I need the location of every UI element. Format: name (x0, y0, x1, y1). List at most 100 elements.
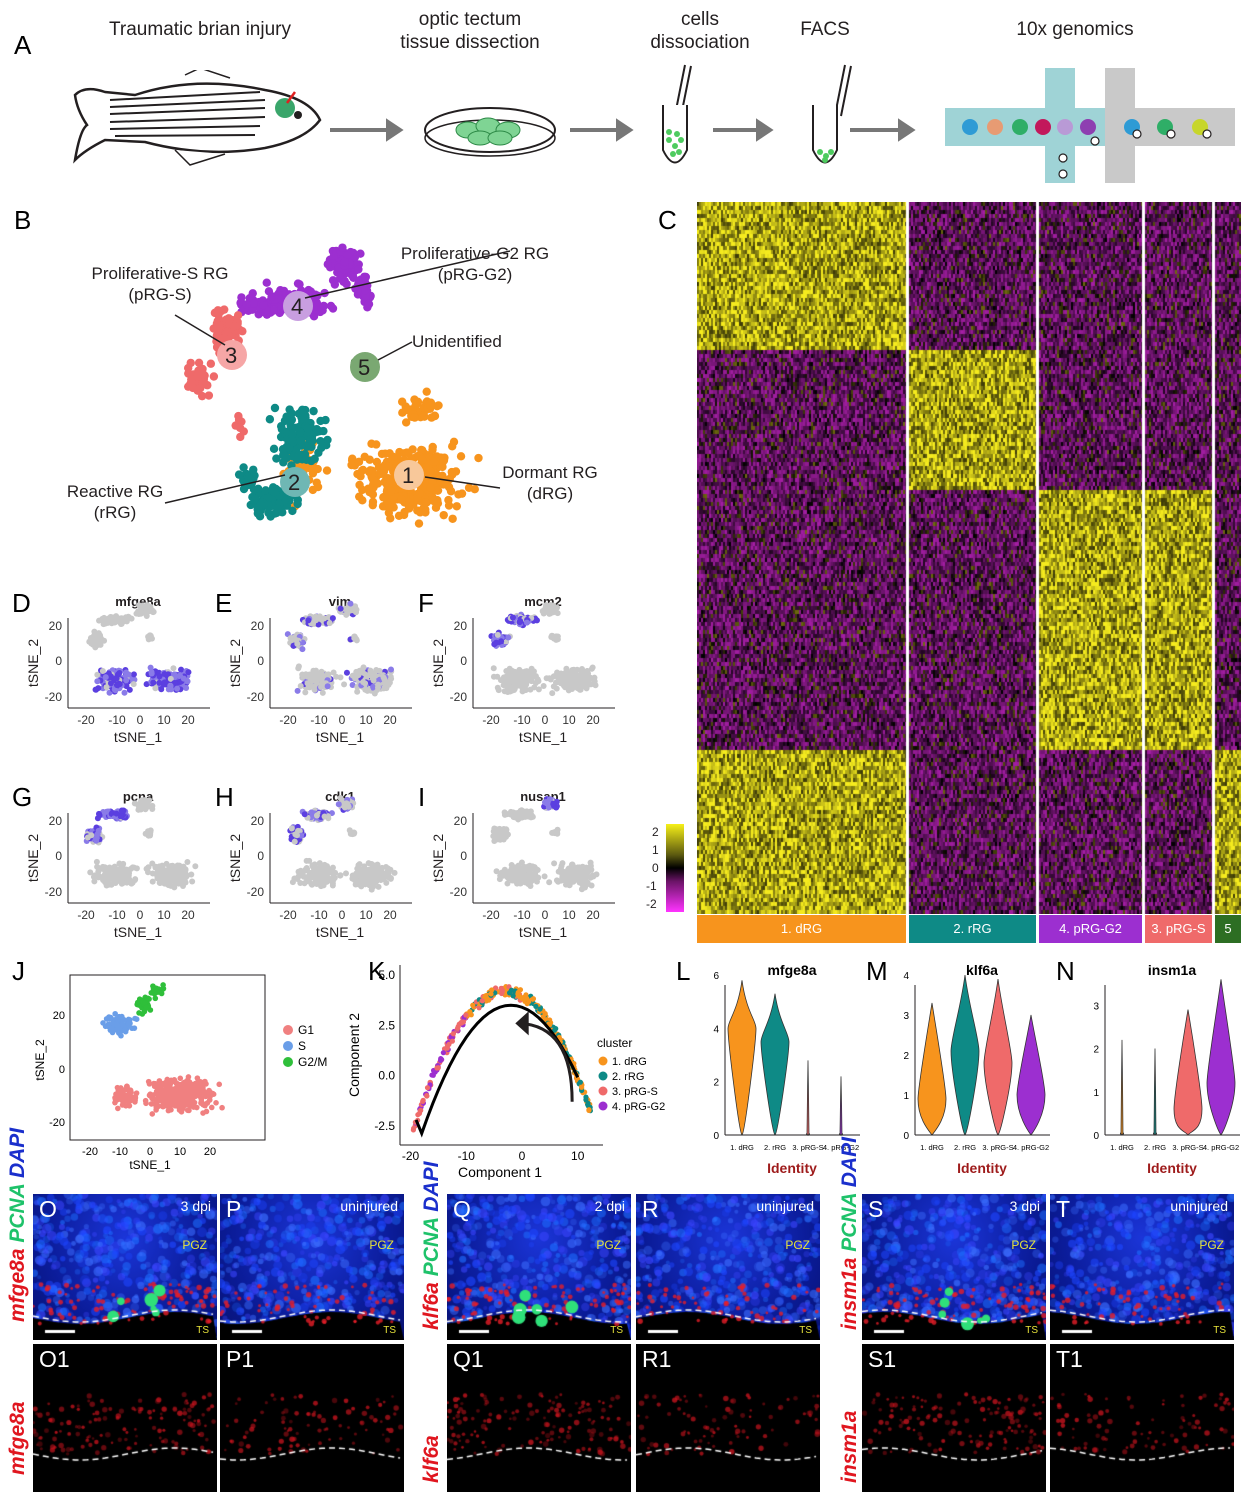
y-tick-label: 2 (903, 1051, 909, 1062)
trajectory-point (437, 1057, 444, 1064)
condition-tag: 2 dpi (594, 1198, 625, 1214)
violin-shape (838, 1076, 844, 1137)
plot-frame (69, 974, 266, 1141)
x-tick-label: 10 (157, 908, 171, 922)
feature-point (94, 671, 101, 678)
tsne-point (316, 437, 325, 446)
feature-point (509, 614, 516, 621)
feature-point (574, 874, 581, 881)
cell-point (146, 996, 152, 1002)
cluster-leader-line (174, 314, 226, 346)
violin-shape (1119, 1039, 1125, 1136)
micrograph-label: P1 (226, 1346, 255, 1372)
y-tick-label: 20 (251, 814, 265, 828)
cell-point (197, 1093, 204, 1100)
step-label-facs: FACS (800, 19, 850, 40)
feature-point (178, 666, 185, 673)
feature-point (516, 619, 523, 626)
cluster-label-drg: Dormant RG (dRG) (502, 463, 598, 503)
tsne-point (249, 299, 258, 308)
x-axis-label: tSNE_1 (316, 729, 364, 745)
tsne-point (310, 454, 319, 464)
y-tick-label: 3 (903, 1011, 909, 1022)
feature-point (375, 883, 382, 890)
feature-point (104, 867, 111, 874)
feature-point (511, 687, 518, 694)
feature-point (569, 877, 576, 884)
feature-point (577, 685, 584, 692)
feature-point (523, 619, 530, 626)
tsne-point (335, 274, 345, 283)
micrograph-texture (1050, 1344, 1234, 1492)
colorbar-tick-m2: -2 (646, 897, 657, 911)
y-tick-label: 20 (53, 1010, 65, 1022)
cell-point (136, 1010, 142, 1016)
micrograph-texture (220, 1344, 404, 1492)
tsne-point (278, 445, 288, 454)
x-axis-label: tSNE_1 (519, 729, 567, 745)
x-tick-label: 0 (542, 713, 549, 727)
y-tick-label: 2 (713, 1078, 719, 1089)
y-tick-label: 0 (257, 849, 264, 863)
feature-point (131, 676, 138, 683)
violin-category-label: 3. pRG-S (1172, 1143, 1203, 1152)
y-tick-label: 0 (460, 849, 467, 863)
feature-point (96, 617, 103, 624)
tsne-point (319, 426, 328, 436)
trajectory-point (410, 1127, 416, 1133)
feature-point (337, 674, 344, 681)
feature-point (574, 666, 581, 673)
feature-point (143, 605, 150, 612)
tsne-point (306, 435, 315, 444)
tsne-point (296, 436, 306, 446)
feature-point (156, 863, 163, 870)
feature-point (370, 683, 377, 690)
feature-point (113, 675, 120, 682)
x-tick-label: 20 (204, 1146, 216, 1158)
trajectory-point (460, 1019, 467, 1025)
tsne-point (319, 301, 329, 311)
feature-point (174, 862, 181, 869)
y-tick-label: -20 (450, 690, 468, 704)
feature-point (553, 829, 560, 836)
feature-point (297, 683, 304, 690)
feature-point (145, 864, 152, 871)
x-tick-label: 10 (157, 713, 171, 727)
cell-point (176, 1100, 183, 1106)
feature-point (540, 682, 547, 689)
feature-point (102, 674, 109, 681)
feature-point (383, 679, 390, 686)
stain-dapi: DAPI (6, 1127, 29, 1179)
feature-point (147, 831, 154, 838)
micrograph-label: O1 (39, 1346, 70, 1372)
pgz-label: PGZ (1011, 1238, 1036, 1252)
tsne-point (259, 301, 268, 310)
micrograph-label: S (868, 1196, 884, 1222)
x-tick-label: 20 (586, 908, 600, 922)
violin-category-label: 2. rRG (1144, 1143, 1166, 1152)
tsne-point (269, 306, 278, 315)
feature-point (131, 877, 138, 884)
tsne-point (291, 423, 301, 432)
micrograph-label: Q1 (453, 1346, 484, 1372)
x-axis-label: tSNE_1 (316, 924, 364, 940)
feature-point (514, 880, 521, 887)
feature-point (592, 682, 599, 689)
feature-point (91, 878, 98, 885)
y-tick-label: 0 (55, 654, 62, 668)
tsne-point (206, 359, 216, 368)
tsne-point (307, 442, 316, 452)
cell-point (180, 1105, 186, 1112)
feature-point (500, 836, 507, 843)
tsne-point (309, 406, 318, 416)
cell-point (122, 1026, 128, 1033)
feature-point (131, 800, 138, 807)
cluster-number: 2 (288, 470, 300, 495)
feature-point (165, 686, 172, 693)
micrograph-label: P (226, 1196, 242, 1222)
legend-label: 2. rRG (612, 1071, 644, 1083)
feature-point (553, 685, 560, 692)
tsne-point (249, 485, 259, 494)
